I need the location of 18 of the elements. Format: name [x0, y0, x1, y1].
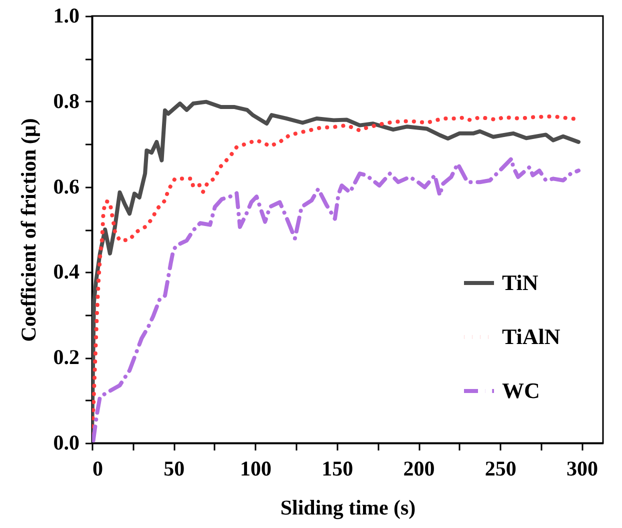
y-tick-label: 0.2: [53, 345, 80, 370]
y-tick-label: 0.4: [53, 260, 80, 284]
x-tick-label: 50: [164, 456, 185, 480]
x-tick-label: 300: [566, 456, 598, 480]
legend-label: TiAlN: [502, 324, 560, 349]
x-tick-label: 200: [403, 456, 435, 480]
y-axis-title: Coefficient of friction (μ): [16, 118, 40, 342]
legend-label: TiN: [502, 270, 538, 295]
y-tick-label: 0.8: [53, 88, 80, 113]
x-axis-title: Sliding time (s): [280, 496, 416, 520]
x-tick-label: 150: [322, 456, 354, 480]
x-tick-label: 250: [484, 456, 516, 480]
y-tick-label: 0.0: [53, 430, 80, 454]
x-tick-label: 0: [92, 456, 103, 480]
x-tick-label: 100: [240, 456, 272, 480]
y-tick-label: 0.6: [53, 174, 80, 198]
y-tick-label: 1.0: [53, 4, 80, 28]
legend-label: WC: [502, 378, 540, 403]
